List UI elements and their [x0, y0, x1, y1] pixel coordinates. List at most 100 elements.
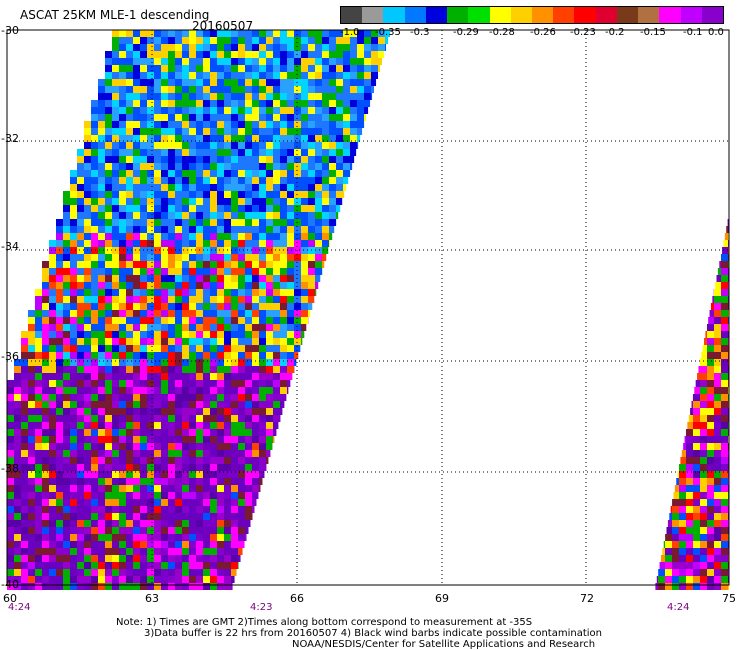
swath-pixel	[707, 520, 714, 527]
swath-pixel	[112, 51, 119, 58]
swath-pixel	[91, 310, 98, 317]
swath-pixel	[70, 534, 77, 541]
swath-pixel	[259, 261, 266, 268]
swath-pixel	[322, 44, 329, 51]
swath-pixel	[315, 198, 322, 205]
swath-pixel	[701, 352, 709, 359]
swath-pixel	[259, 247, 266, 254]
swath-pixel	[266, 240, 273, 247]
swath-pixel	[329, 240, 331, 247]
swath-pixel	[168, 205, 175, 212]
swath-pixel	[98, 513, 105, 520]
swath-pixel	[259, 121, 266, 128]
swath-pixel	[294, 212, 301, 219]
swath-pixel	[77, 261, 84, 268]
swath-pixel	[364, 107, 369, 114]
swath-pixel	[175, 394, 182, 401]
swath-pixel	[315, 205, 322, 212]
swath-pixel	[91, 177, 98, 184]
swath-pixel	[721, 261, 728, 268]
swath-pixel	[98, 177, 105, 184]
swath-pixel	[126, 100, 133, 107]
swath-pixel	[301, 177, 308, 184]
swath-pixel	[7, 569, 14, 576]
swath-pixel	[700, 478, 707, 485]
swath-pixel	[140, 289, 147, 296]
swath-pixel	[42, 394, 49, 401]
swath-pixel	[210, 261, 217, 268]
swath-pixel	[77, 247, 84, 254]
swath-pixel	[175, 527, 182, 534]
swath-pixel	[70, 352, 77, 359]
swath-pixel	[168, 142, 175, 149]
swath-pixel	[77, 464, 84, 471]
swath-pixel	[126, 401, 133, 408]
swath-pixel	[266, 226, 273, 233]
swath-pixel	[301, 37, 308, 44]
swath-pixel	[210, 457, 217, 464]
swath-pixel	[203, 569, 210, 576]
swath-pixel	[77, 562, 84, 569]
swath-pixel	[154, 373, 161, 380]
swath-pixel	[217, 408, 224, 415]
swath-pixel	[147, 282, 154, 289]
swath-pixel	[161, 450, 168, 457]
swath-pixel	[14, 464, 21, 471]
swath-pixel	[280, 135, 287, 142]
swath-pixel	[84, 450, 91, 457]
swath-pixel	[203, 415, 210, 422]
swath-pixel	[154, 184, 161, 191]
swath-pixel	[315, 100, 322, 107]
swath-pixel	[210, 387, 217, 394]
swath-pixel	[133, 149, 140, 156]
swath-pixel	[189, 289, 196, 296]
swath-pixel	[245, 464, 252, 471]
swath-pixel	[28, 331, 35, 338]
swath-pixel	[175, 198, 182, 205]
swath-pixel	[168, 226, 175, 233]
swath-pixel	[308, 37, 315, 44]
swath-pixel	[182, 114, 189, 121]
swath-pixel	[70, 366, 77, 373]
swath-pixel	[28, 499, 35, 506]
swath-pixel	[98, 156, 105, 163]
swath-pixel	[175, 65, 182, 72]
swath-pixel	[721, 429, 728, 436]
swath-pixel	[42, 492, 49, 499]
swath-pixel	[175, 478, 182, 485]
swath-pixel	[336, 184, 343, 191]
swath-pixel	[665, 569, 672, 576]
swath-pixel	[721, 513, 728, 520]
swath-pixel	[154, 233, 161, 240]
swath-pixel	[672, 520, 679, 527]
swath-pixel	[343, 100, 350, 107]
swath-pixel	[273, 303, 280, 310]
swath-pixel	[280, 261, 287, 268]
swath-pixel	[98, 485, 105, 492]
swath-pixel	[147, 142, 154, 149]
swath-pixel	[63, 471, 70, 478]
swath-pixel	[231, 191, 238, 198]
swath-pixel	[217, 79, 224, 86]
swath-pixel	[203, 198, 210, 205]
swath-pixel	[672, 513, 679, 520]
swath-pixel	[273, 261, 280, 268]
swath-pixel	[259, 254, 266, 261]
swath-pixel	[147, 254, 154, 261]
swath-pixel	[273, 394, 280, 401]
swath-pixel	[231, 296, 238, 303]
swath-pixel	[357, 114, 364, 121]
swath-pixel	[259, 44, 266, 51]
swath-pixel	[84, 310, 91, 317]
swath-pixel	[56, 436, 63, 443]
swath-pixel	[56, 492, 63, 499]
swath-pixel	[63, 492, 70, 499]
swath-pixel	[287, 163, 294, 170]
swath-pixel	[189, 149, 196, 156]
swath-pixel	[105, 268, 112, 275]
swath-pixel	[140, 562, 147, 569]
swath-pixel	[14, 380, 21, 387]
swath-pixel	[112, 492, 119, 499]
swath-pixel	[49, 576, 56, 583]
swath-pixel	[707, 555, 714, 562]
